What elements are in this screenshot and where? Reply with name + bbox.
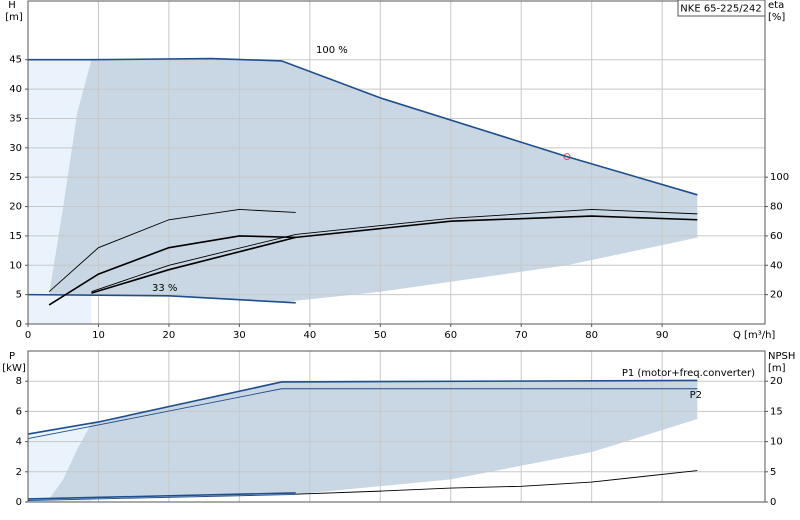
- y2-tick-label: 0: [770, 497, 776, 508]
- y2-axis-unit: [%]: [768, 12, 785, 23]
- y2-tick-label: 20: [770, 376, 783, 387]
- x-tick-label: 80: [585, 330, 598, 341]
- curve-label: P2: [690, 390, 702, 401]
- y-tick-label: 35: [9, 113, 22, 124]
- x-tick-label: 30: [233, 330, 246, 341]
- curve-label: 33 %: [152, 283, 177, 294]
- y-tick-label: 4: [16, 437, 22, 448]
- y2-tick-label: 20: [770, 290, 783, 301]
- curve: [91, 215, 698, 294]
- x-axis-label: Q [m³/h]: [733, 330, 775, 341]
- x-tick-label: 60: [444, 330, 457, 341]
- y-tick-label: 40: [9, 84, 22, 95]
- y2-axis-unit: [m]: [768, 363, 786, 374]
- title-box: [677, 0, 766, 17]
- curve: [27, 379, 698, 435]
- y-tick-label: 25: [9, 172, 22, 183]
- curve-label: 100 %: [316, 45, 348, 56]
- y-axis-label: H: [8, 0, 16, 11]
- x-tick-label: 40: [303, 330, 316, 341]
- y2-tick-label: 40: [770, 260, 783, 271]
- y-tick-label: 5: [16, 290, 22, 301]
- y-axis-unit: [m]: [5, 12, 23, 23]
- y-tick-label: 20: [9, 202, 22, 213]
- y-axis-unit: [kW]: [2, 363, 26, 374]
- envelope-area: [49, 381, 698, 499]
- y2-tick-label: 10: [770, 437, 783, 448]
- y-tick-label: 15: [9, 231, 22, 242]
- duty-point: [563, 153, 571, 161]
- curve: [28, 57, 698, 196]
- y2-axis-label: eta: [768, 0, 784, 11]
- y-tick-label: 6: [16, 406, 22, 417]
- curve: [295, 470, 698, 495]
- curve: [48, 235, 296, 306]
- x-tick-label: 50: [374, 330, 387, 341]
- y2-tick-label: 100: [770, 172, 789, 183]
- curve: [48, 209, 296, 293]
- x-tick-label: 0: [25, 330, 31, 341]
- curve: [27, 494, 296, 501]
- x-tick-label: 90: [656, 330, 669, 341]
- curve: [27, 388, 698, 440]
- curve-label: P1 (motor+freq.converter): [622, 368, 755, 379]
- x-tick-label: 20: [163, 330, 176, 341]
- y2-tick-label: 15: [770, 406, 783, 417]
- y-tick-label: 0: [16, 319, 22, 330]
- y-tick-label: 30: [9, 143, 22, 154]
- chart-title: NKE 65-225/242: [680, 4, 761, 15]
- x-tick-label: 10: [92, 330, 105, 341]
- y2-axis-label: NPSH: [768, 351, 795, 362]
- y2-tick-label: 80: [770, 202, 783, 213]
- plot-frame: [27, 0, 766, 325]
- y-tick-label: 45: [9, 55, 22, 66]
- x-tick-label: 70: [515, 330, 528, 341]
- y-tick-label: 10: [9, 260, 22, 271]
- curve: [91, 209, 698, 293]
- curve: [27, 293, 296, 304]
- y-tick-label: 8: [16, 376, 22, 387]
- plot-frame: [27, 350, 766, 503]
- y2-tick-label: 60: [770, 231, 783, 242]
- y2-tick-label: 5: [770, 467, 776, 478]
- y-tick-label: 2: [16, 467, 22, 478]
- curve: [27, 492, 296, 500]
- y-tick-label: 0: [16, 497, 22, 508]
- y-axis-label: P: [9, 351, 15, 362]
